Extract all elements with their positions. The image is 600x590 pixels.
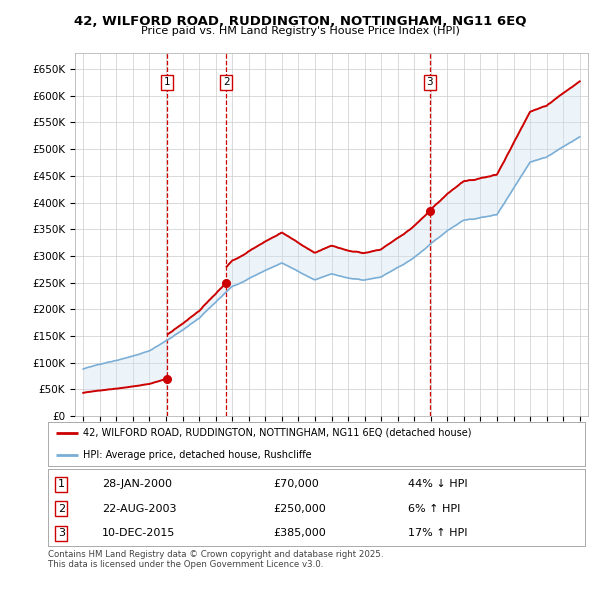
Text: 28-JAN-2000: 28-JAN-2000 bbox=[102, 480, 172, 489]
Text: 42, WILFORD ROAD, RUDDINGTON, NOTTINGHAM, NG11 6EQ: 42, WILFORD ROAD, RUDDINGTON, NOTTINGHAM… bbox=[74, 15, 526, 28]
Text: 22-AUG-2003: 22-AUG-2003 bbox=[102, 504, 176, 514]
Text: 42, WILFORD ROAD, RUDDINGTON, NOTTINGHAM, NG11 6EQ (detached house): 42, WILFORD ROAD, RUDDINGTON, NOTTINGHAM… bbox=[83, 428, 472, 438]
Text: 1: 1 bbox=[58, 480, 65, 489]
Text: 44% ↓ HPI: 44% ↓ HPI bbox=[408, 480, 467, 489]
Text: 2: 2 bbox=[223, 77, 230, 87]
Text: 17% ↑ HPI: 17% ↑ HPI bbox=[408, 529, 467, 539]
Text: Price paid vs. HM Land Registry's House Price Index (HPI): Price paid vs. HM Land Registry's House … bbox=[140, 26, 460, 36]
Text: 3: 3 bbox=[58, 529, 65, 539]
Text: £250,000: £250,000 bbox=[274, 504, 326, 514]
Text: £385,000: £385,000 bbox=[274, 529, 326, 539]
Text: 6% ↑ HPI: 6% ↑ HPI bbox=[408, 504, 460, 514]
Text: 1: 1 bbox=[164, 77, 170, 87]
Text: £70,000: £70,000 bbox=[274, 480, 319, 489]
Text: 10-DEC-2015: 10-DEC-2015 bbox=[102, 529, 175, 539]
Text: HPI: Average price, detached house, Rushcliffe: HPI: Average price, detached house, Rush… bbox=[83, 450, 311, 460]
Text: 2: 2 bbox=[58, 504, 65, 514]
Text: 3: 3 bbox=[427, 77, 433, 87]
Text: Contains HM Land Registry data © Crown copyright and database right 2025.
This d: Contains HM Land Registry data © Crown c… bbox=[48, 550, 383, 569]
